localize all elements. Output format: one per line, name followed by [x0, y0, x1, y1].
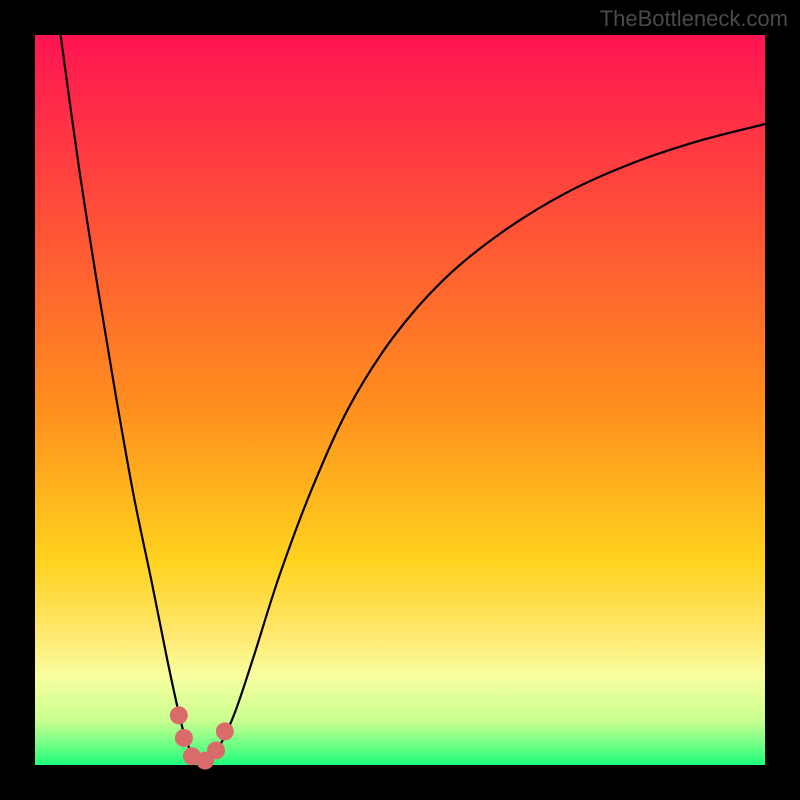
curve-overlay [0, 0, 800, 800]
curve-left-branch [61, 35, 200, 765]
curve-right-branch [199, 124, 765, 765]
marker-point [216, 722, 234, 740]
chart-container: TheBottleneck.com [0, 0, 800, 800]
watermark-text: TheBottleneck.com [600, 6, 788, 32]
marker-point [207, 741, 225, 759]
marker-point [175, 729, 193, 747]
marker-point [170, 706, 188, 724]
